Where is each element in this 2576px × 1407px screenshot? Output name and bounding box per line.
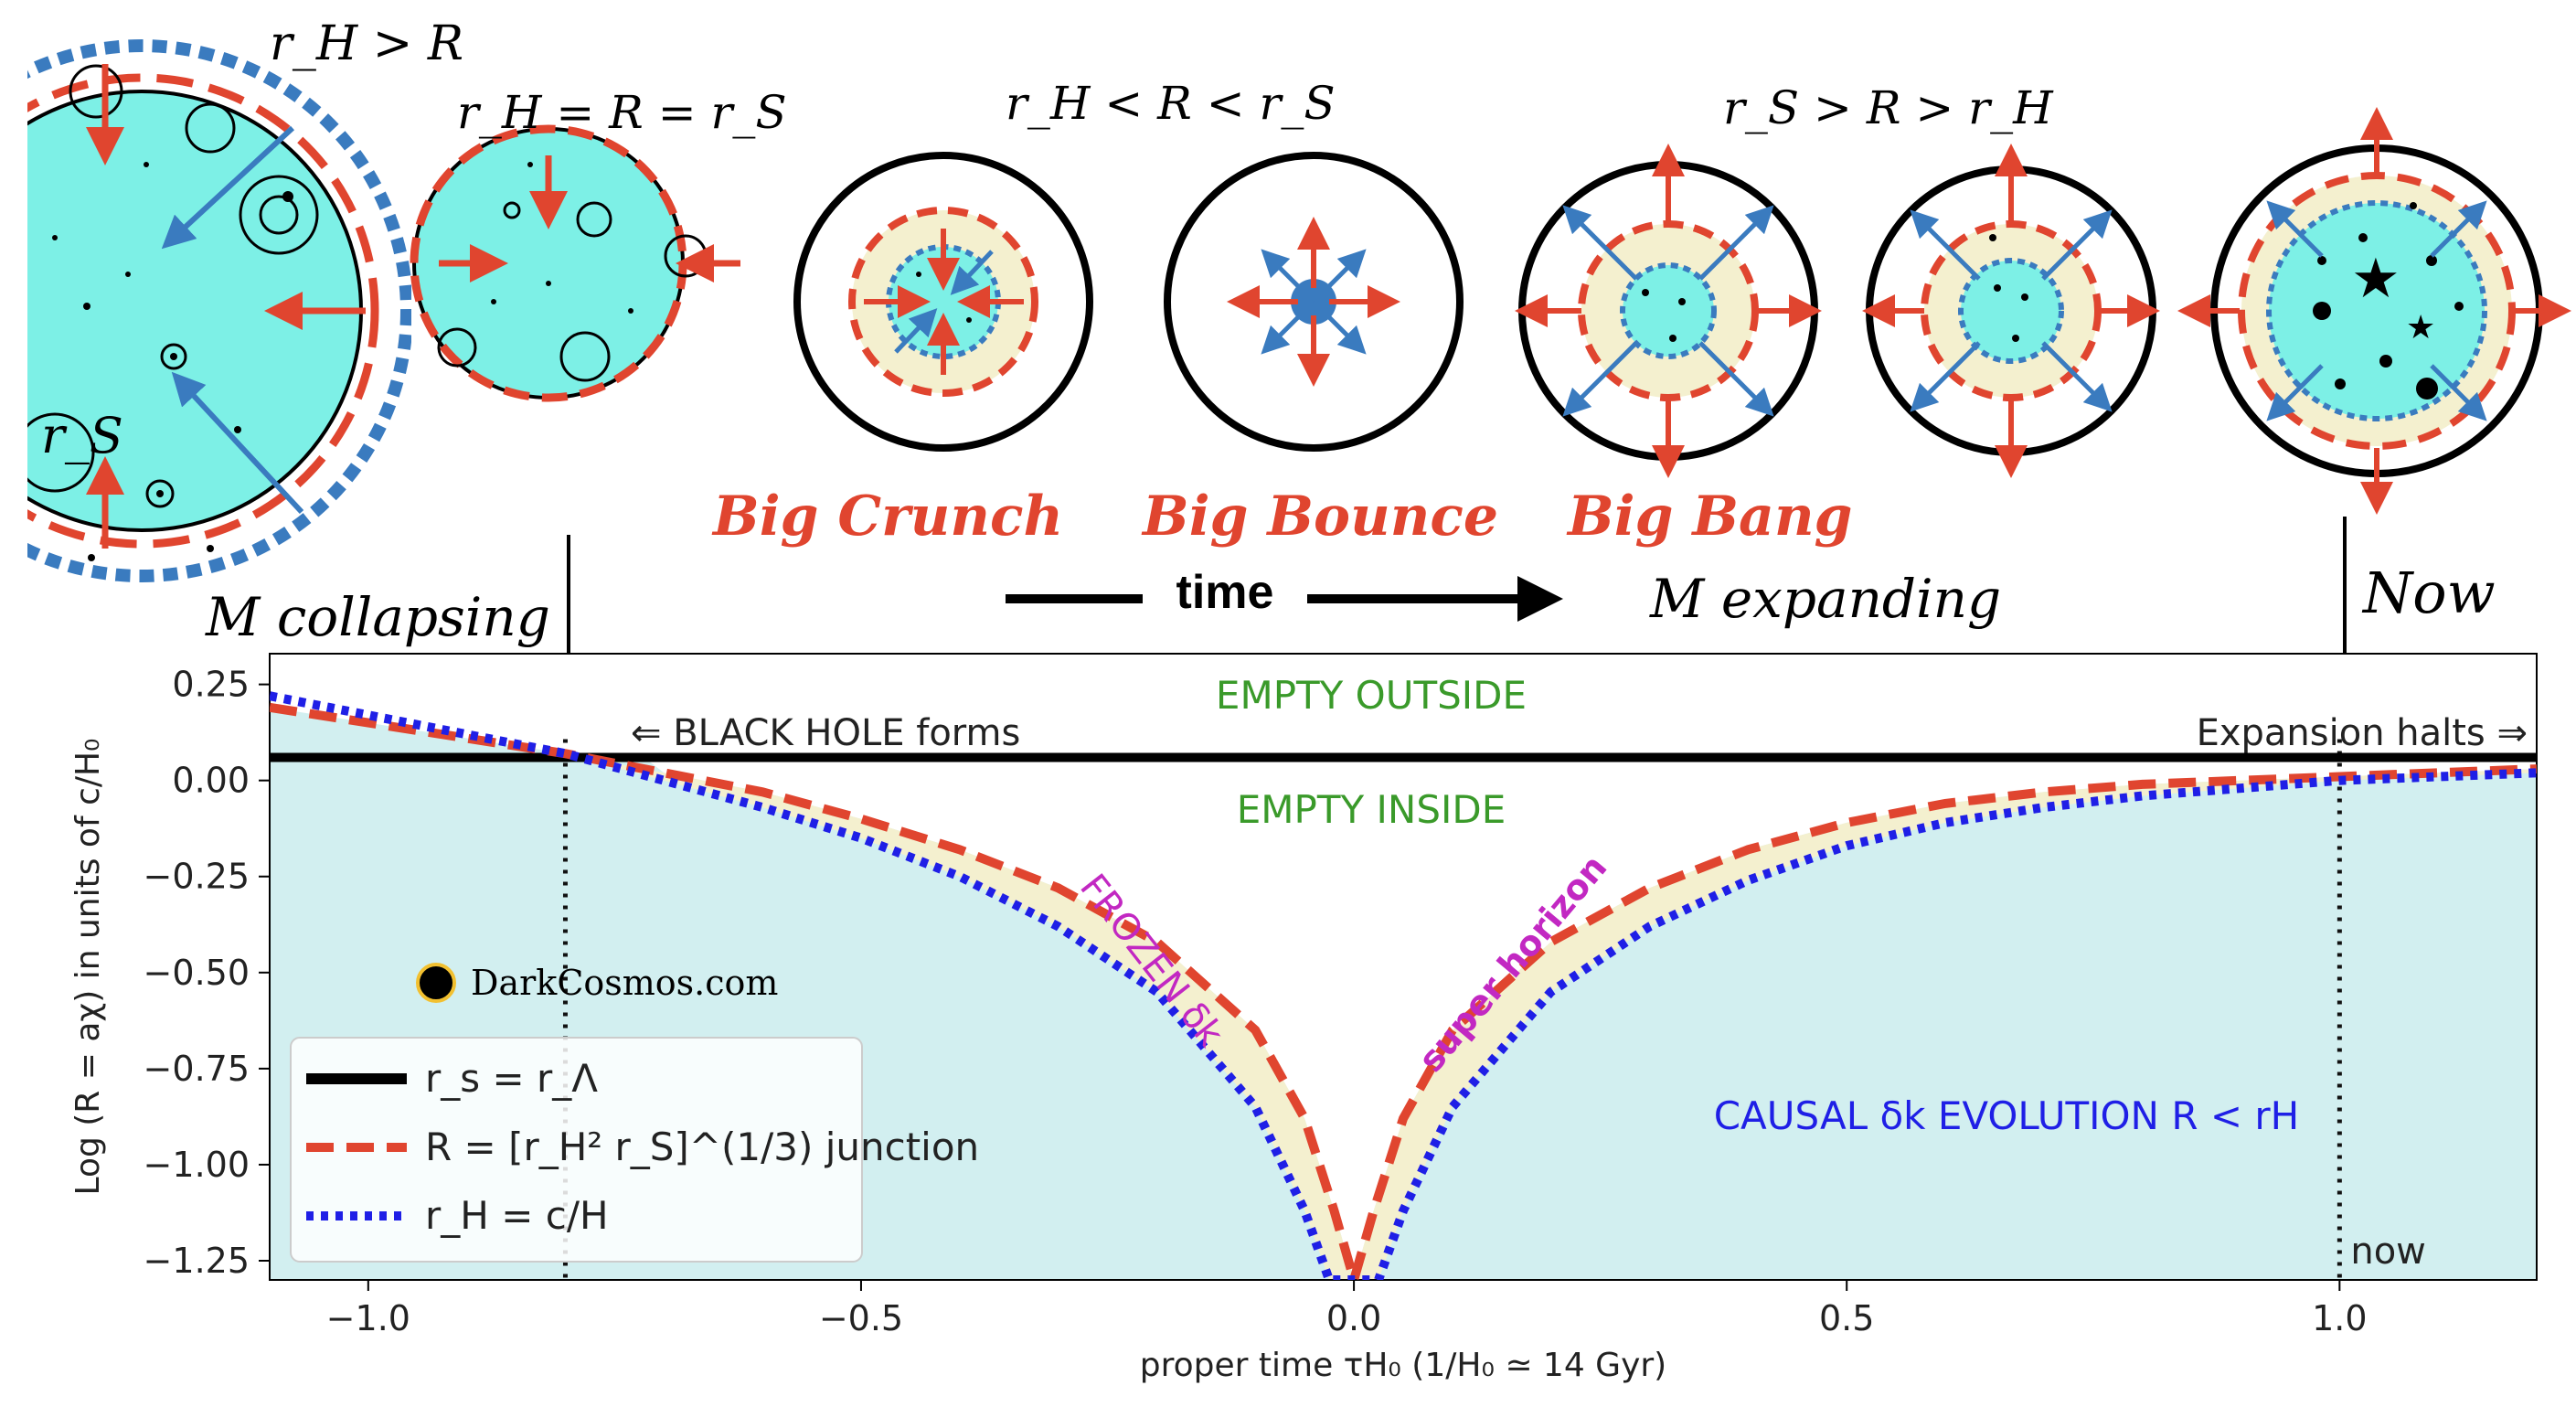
diagram-expanding	[1862, 144, 2160, 478]
series-blue-horizon	[270, 691, 2537, 1280]
diagram-big-bang	[1515, 144, 1822, 478]
y-tick-label: 0.25	[172, 665, 250, 705]
diagram-big-crunch	[793, 152, 1093, 452]
event-label-big-crunch: Big Crunch	[711, 485, 1063, 549]
stage-label: r_S > R > r_H	[1723, 81, 2054, 134]
annotation-empty-outside: EMPTY OUTSIDE	[1216, 673, 1527, 718]
x-tick-label: −0.5	[819, 1298, 903, 1338]
event-label-big-bounce: Big Bounce	[1141, 485, 1498, 549]
x-axis-label: proper time τH₀ (1/H₀ ≃ 14 Gyr)	[1140, 1347, 1666, 1384]
annotation-causal: CAUSAL δk EVOLUTION R < rH	[1714, 1093, 2300, 1138]
m-collapsing-label: M collapsing	[205, 586, 550, 648]
x-tick-label: −1.0	[326, 1298, 410, 1338]
empty-outside-region	[270, 654, 2537, 758]
y-axis-label: Log (R = aχ) in units of c/H₀	[69, 739, 107, 1196]
legend-label: R = [r_H² r_S]^(1/3) junction	[425, 1125, 979, 1169]
diagram-collapsing-large: r_S	[27, 39, 411, 582]
y-tick-label: −1.25	[144, 1241, 250, 1281]
star-icon: ★	[2351, 247, 2400, 311]
event-label-big-bang: Big Bang	[1566, 485, 1853, 549]
now-label: Now	[2361, 560, 2496, 626]
series-red-junction	[270, 702, 2537, 1280]
legend-box	[290, 1037, 863, 1263]
legend-label: r_H = c/H	[425, 1193, 609, 1238]
time-arrow: time	[1006, 566, 1563, 622]
time-label: time	[1176, 566, 1274, 619]
stage-label: r_H > R	[270, 16, 463, 71]
y-tick-label: −0.50	[144, 953, 250, 993]
diagram-big-bounce	[1164, 152, 1464, 452]
diagram-critical	[410, 124, 740, 402]
stage-label: r_H = R = r_S	[457, 86, 787, 139]
chart: now −1.0 −0.5 0.0 0.5 1.0 0.25 0.00 −0.25 −0.50 −0…	[69, 653, 2538, 1384]
legend: r_s = r_Λ R = [r_H² r_S]^(1/3) junction r_…	[290, 1037, 979, 1263]
super-horizon-band	[270, 696, 2537, 1280]
vline-label: now	[2350, 1231, 2426, 1273]
star-icon: ★	[2406, 309, 2435, 346]
annotation-expansion-halts: Expansion halts ⇒	[2197, 712, 2528, 754]
diagram-now: ★ ★	[2177, 107, 2571, 515]
empty-inside-region	[270, 707, 2537, 1280]
y-tick-label: −0.75	[144, 1049, 250, 1089]
annotation-empty-inside: EMPTY INSIDE	[1237, 787, 1506, 832]
stage-label: r_H < R < r_S	[1006, 77, 1336, 130]
annotation-black-hole: ⇐ BLACK HOLE forms	[631, 712, 1020, 754]
y-tick-label: 0.00	[172, 761, 250, 801]
plot-frame	[269, 653, 2538, 1281]
rs-label: r_S	[41, 407, 123, 464]
logo-icon	[416, 963, 456, 1003]
y-tick-label: −0.25	[144, 857, 250, 897]
x-tick-label: 0.5	[1819, 1298, 1874, 1338]
m-expanding-label: M expanding	[1649, 568, 2001, 630]
x-tick-label: 1.0	[2312, 1298, 2367, 1338]
watermark-text: DarkCosmos.com	[471, 963, 778, 1003]
y-tick-label: −1.00	[144, 1145, 250, 1185]
x-tick-label: 0.0	[1326, 1298, 1381, 1338]
legend-label: r_s = r_Λ	[425, 1056, 598, 1101]
